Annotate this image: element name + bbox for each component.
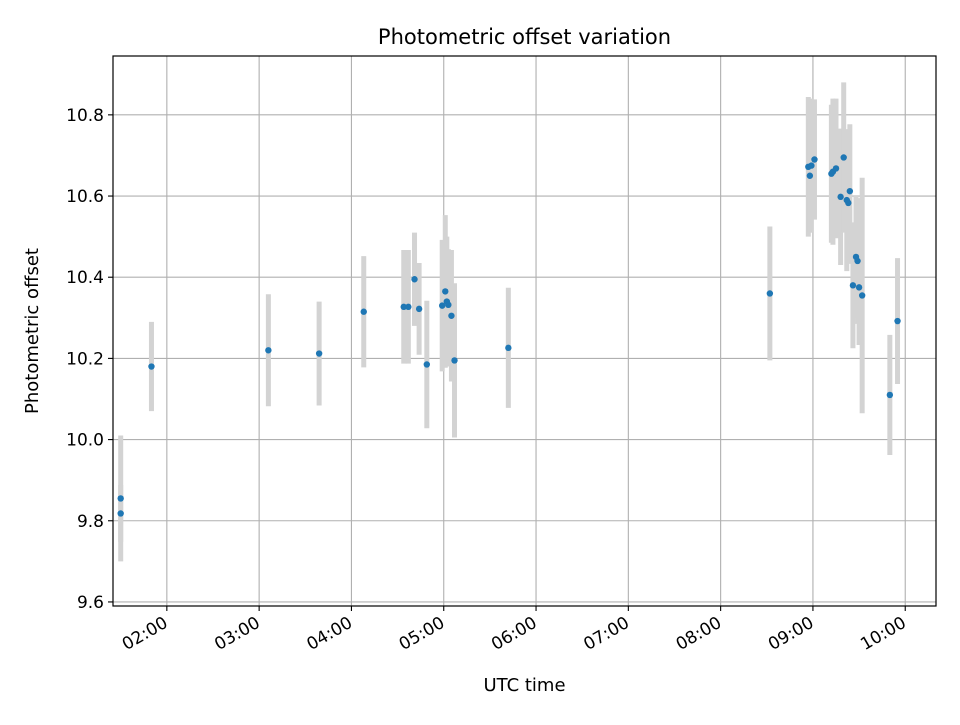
data-point bbox=[400, 303, 407, 311]
data-point bbox=[442, 288, 449, 295]
data-point bbox=[766, 290, 774, 297]
data-point bbox=[360, 308, 367, 315]
y-tick-label: 9.6 bbox=[77, 593, 104, 613]
data-point bbox=[832, 165, 840, 172]
y-tick-label: 10.6 bbox=[66, 187, 104, 207]
data-point bbox=[886, 391, 894, 399]
data-point bbox=[148, 363, 155, 370]
plot-frame bbox=[112, 55, 937, 607]
data-point bbox=[415, 305, 423, 313]
data-point bbox=[117, 510, 124, 517]
y-axis-ticks: 9.6 9.8 10.0 10.2 10.4 10.6 10.8 bbox=[66, 106, 113, 613]
data-point bbox=[117, 495, 124, 502]
data-point bbox=[840, 154, 847, 161]
data-point bbox=[445, 301, 452, 309]
data-point bbox=[448, 312, 455, 319]
data-point bbox=[411, 276, 418, 283]
data-point bbox=[811, 156, 818, 163]
data-point bbox=[505, 344, 512, 352]
data-point bbox=[894, 317, 901, 325]
data-point bbox=[846, 187, 854, 195]
data-point bbox=[315, 350, 323, 357]
y-tick-label: 10.4 bbox=[66, 268, 104, 288]
y-axis-label: Photometric offset bbox=[22, 248, 43, 414]
data-point bbox=[806, 172, 814, 179]
x-axis-label: UTC time bbox=[483, 675, 565, 696]
data-point bbox=[423, 361, 431, 368]
data-point bbox=[405, 303, 412, 311]
y-tick-label: 10.8 bbox=[66, 106, 104, 126]
y-tick-label: 10.0 bbox=[66, 431, 104, 451]
y-tick-label: 9.8 bbox=[77, 512, 104, 532]
data-point bbox=[837, 193, 844, 201]
data-point bbox=[849, 282, 857, 289]
data-points bbox=[117, 154, 901, 517]
data-point bbox=[855, 284, 863, 291]
data-point bbox=[439, 302, 446, 309]
data-point bbox=[858, 292, 866, 299]
data-point bbox=[854, 257, 861, 265]
y-tick-label: 10.2 bbox=[66, 349, 104, 369]
chart-title: Photometric offset variation bbox=[378, 25, 671, 49]
data-point bbox=[451, 357, 458, 364]
data-point bbox=[845, 199, 852, 207]
data-point bbox=[265, 347, 272, 354]
data-point bbox=[808, 162, 815, 169]
